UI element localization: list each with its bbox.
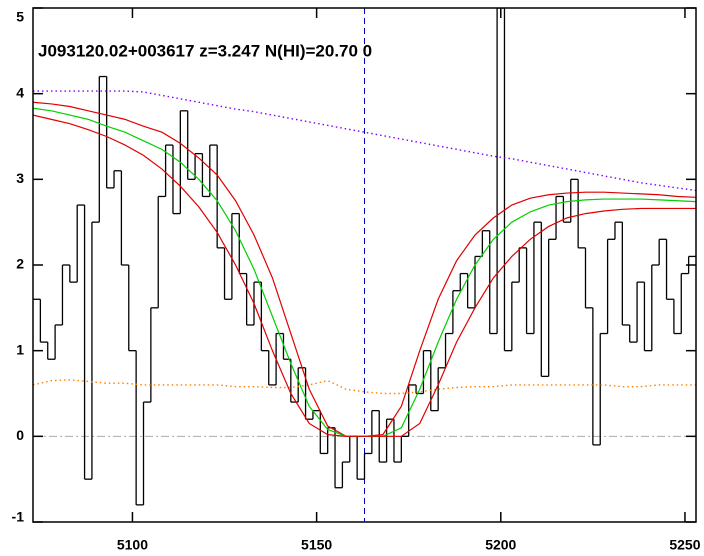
y-tick-label: 5 (16, 9, 24, 25)
annotation: J093120.02+003617 z=3.247 N(HI)=20.70 0 (38, 41, 372, 60)
y-tick-label: 3 (16, 170, 24, 186)
plot-area (33, 8, 696, 522)
x-tick-label: 5150 (301, 537, 332, 553)
y-tick-label: 1 (16, 341, 24, 357)
y-tick-label: -1 (12, 509, 25, 525)
x-tick-label: 5100 (117, 537, 148, 553)
curve-fit-low (33, 114, 696, 437)
y-tick-label: 0 (16, 427, 24, 443)
y-tick-label: 2 (16, 256, 24, 272)
y-tick-label: 4 (16, 84, 24, 100)
x-tick-label: 5200 (485, 537, 516, 553)
x-tick-label: 5250 (669, 537, 700, 553)
